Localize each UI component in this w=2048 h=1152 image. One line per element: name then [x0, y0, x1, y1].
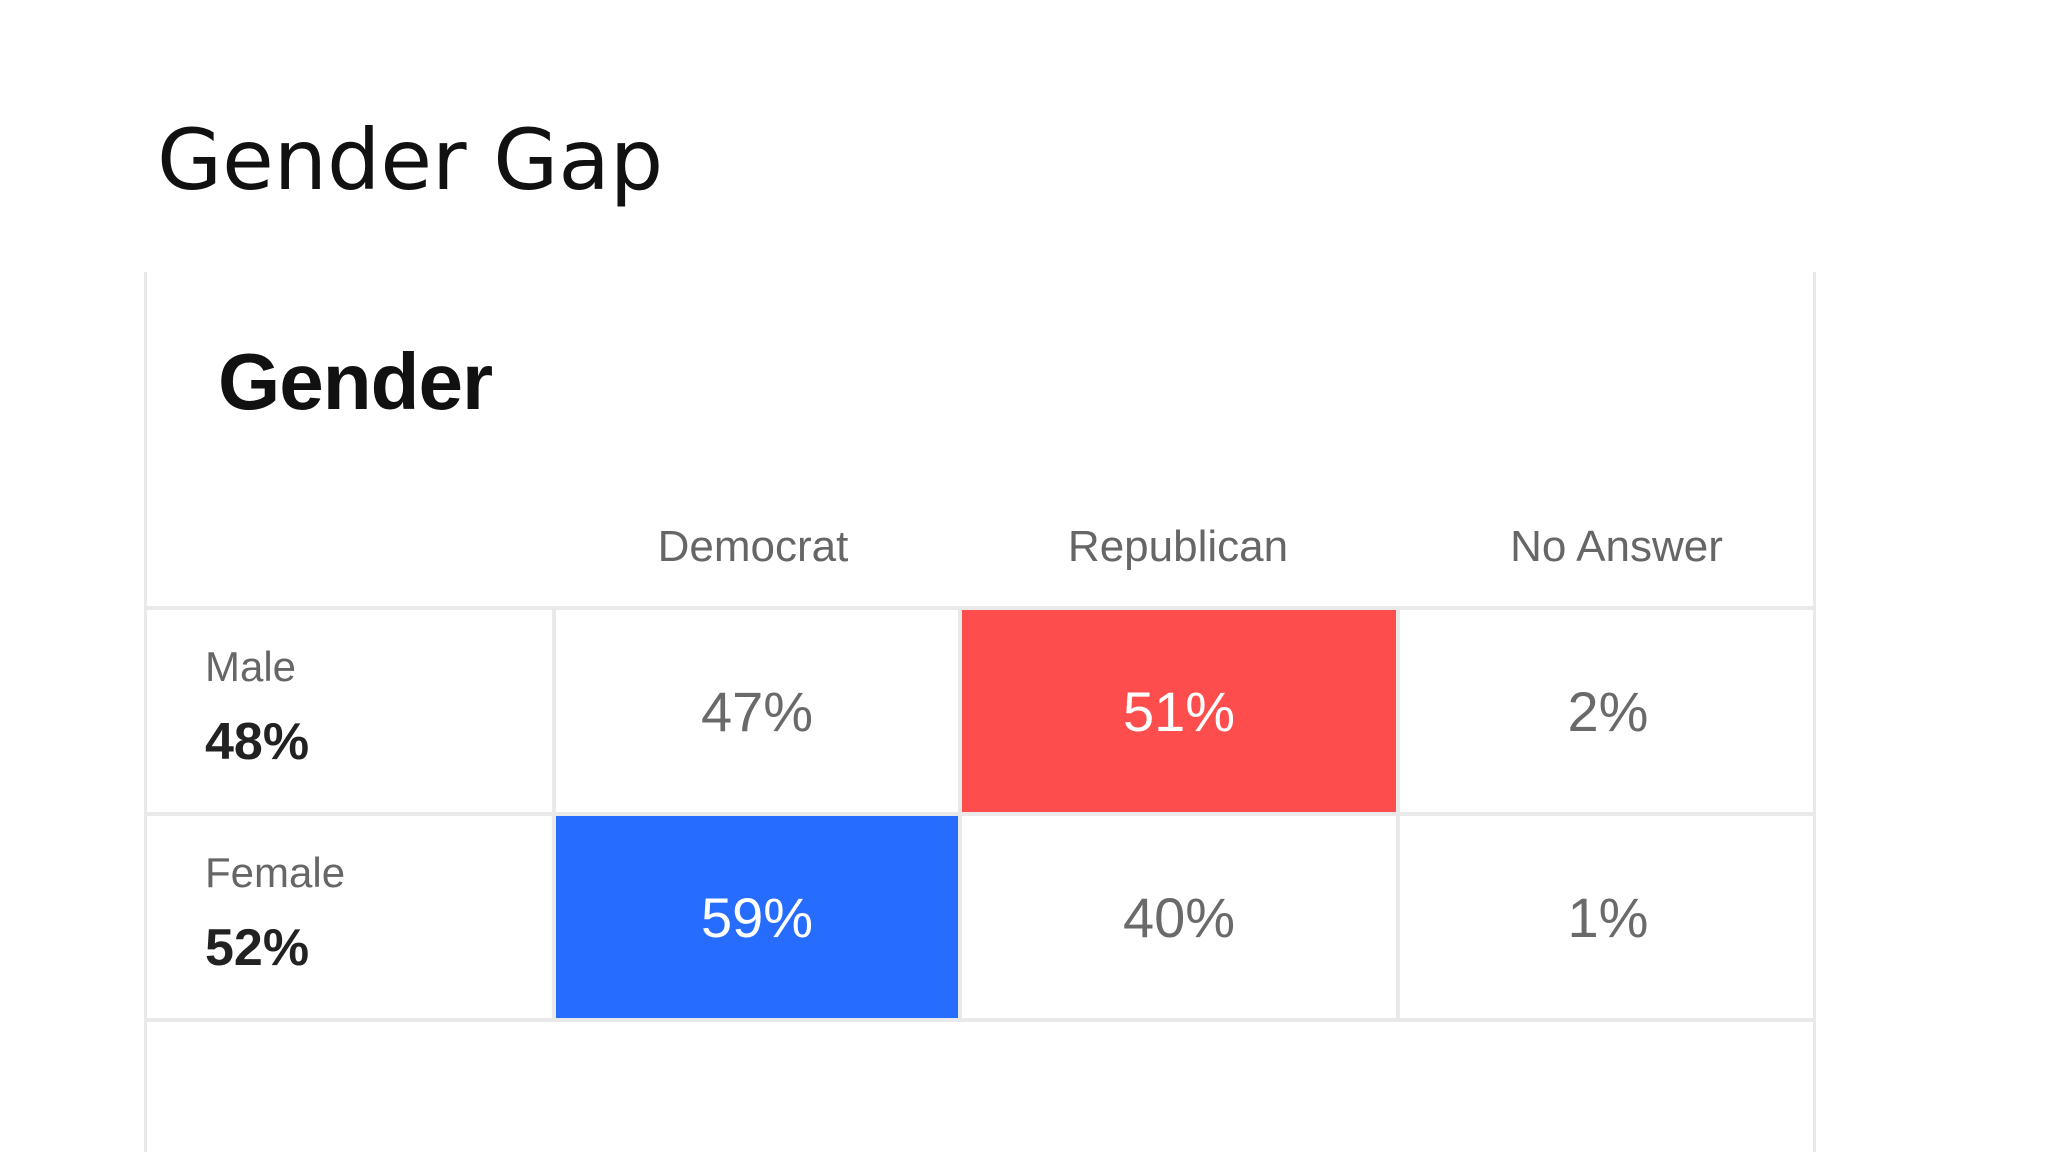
- row-label-female: Female 52%: [205, 849, 346, 977]
- row-label-name: Female: [205, 849, 346, 896]
- cell-male-republican: 51%: [962, 610, 1396, 812]
- column-divider: [552, 610, 556, 1018]
- row-label-share: 48%: [205, 713, 310, 771]
- column-divider: [1396, 610, 1400, 1018]
- column-header-democrat: Democrat: [657, 522, 849, 571]
- slide-title: Gender Gap: [157, 111, 664, 209]
- cell-female-republican: 40%: [1122, 885, 1236, 949]
- column-divider: [958, 610, 962, 1018]
- row-label-male: Male 48%: [205, 643, 310, 771]
- cell-female-no-answer: 1%: [1567, 885, 1649, 949]
- panel-title: Gender: [218, 337, 493, 426]
- cell-female-democrat: 59%: [556, 816, 958, 1018]
- cell-male-no-answer: 2%: [1567, 679, 1649, 743]
- column-header-no-answer: No Answer: [1510, 522, 1723, 571]
- header-divider: [147, 606, 1813, 610]
- row-divider: [147, 812, 1813, 816]
- column-header-republican: Republican: [1067, 522, 1289, 571]
- table-bottom-divider: [147, 1018, 1813, 1022]
- cell-male-democrat: 47%: [700, 679, 814, 743]
- row-label-share: 52%: [205, 919, 310, 977]
- exit-poll-panel: Gender Democrat Republican No Answer Mal…: [144, 272, 1816, 1152]
- row-label-name: Male: [205, 643, 297, 690]
